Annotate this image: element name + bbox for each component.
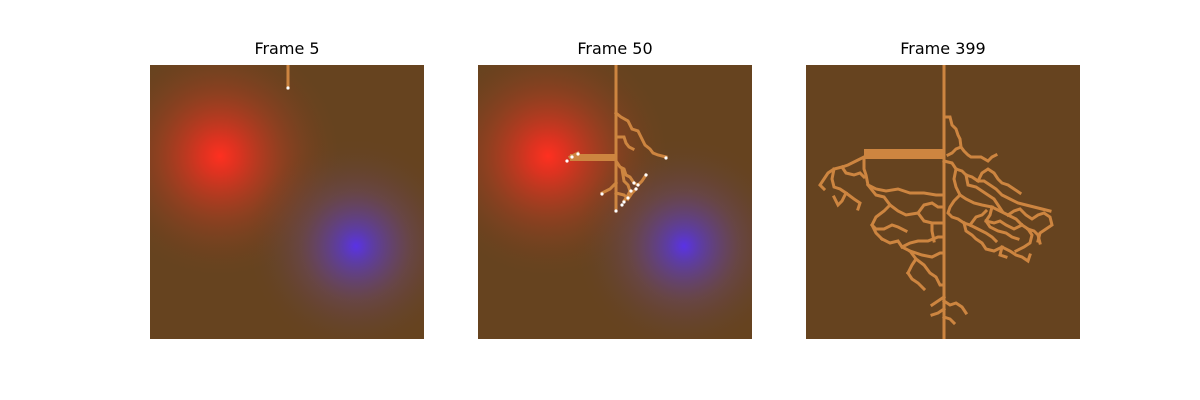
frame-title: Frame 399 (806, 38, 1080, 60)
frame-title: Frame 50 (478, 38, 752, 60)
frame-panel-3: Frame 399 (806, 38, 1080, 339)
root-segment (962, 221, 1032, 264)
simulation-canvas (806, 65, 1080, 339)
root-segment (942, 159, 1052, 213)
root-segment (945, 145, 963, 158)
frame-title: Frame 5 (150, 38, 424, 60)
root-segment (930, 221, 936, 243)
frame-panel-2: Frame 50 (478, 38, 752, 339)
root-segment (613, 110, 668, 159)
root-tip (620, 203, 624, 207)
root-segment (869, 222, 909, 234)
blue-nutrient-source (246, 136, 424, 339)
root-segment (941, 298, 969, 316)
root-segment (1026, 227, 1042, 245)
root-tips (565, 152, 668, 213)
root-tip (644, 173, 648, 177)
root-segment (879, 236, 918, 276)
root-segment (975, 167, 1023, 196)
frame-title-text: Frame 50 (577, 39, 653, 58)
root-tip (614, 209, 618, 213)
root-tip (565, 159, 569, 163)
root-tip (629, 189, 633, 193)
root-tip (626, 196, 630, 200)
root-tip (622, 200, 626, 204)
root-segment (984, 219, 1025, 231)
root-segment (830, 167, 862, 211)
root-segment (570, 154, 616, 161)
root-tip (634, 187, 638, 191)
root-segment (998, 245, 1008, 259)
root-segment (946, 192, 999, 244)
root-segment (862, 157, 946, 197)
root-tip (632, 181, 636, 185)
root-segment (929, 294, 947, 308)
root-tip (286, 86, 290, 90)
root-segment (984, 205, 1020, 241)
root-segment (839, 164, 867, 180)
root-segment (908, 249, 946, 259)
root-segment (967, 208, 989, 228)
root-segment (1005, 207, 1054, 243)
simulation-canvas (478, 65, 752, 339)
blue-nutrient-source (574, 136, 752, 339)
root-segment (942, 315, 957, 326)
root-tip (664, 156, 668, 160)
root-tip (570, 155, 574, 159)
root-segment (599, 180, 619, 196)
root-tip (636, 183, 640, 187)
frame-title-text: Frame 5 (254, 39, 320, 58)
frame-title-text: Frame 399 (900, 39, 986, 58)
root-segment (942, 115, 999, 163)
root-segment (930, 306, 947, 317)
root-segment (964, 173, 1005, 214)
root-segment (864, 149, 944, 159)
root-segment (865, 182, 892, 242)
root-tip (600, 192, 604, 196)
root-segment (905, 270, 927, 292)
root-segment (915, 201, 946, 216)
root-segment (614, 135, 636, 152)
root-segment (831, 190, 849, 208)
root-segment (913, 256, 946, 287)
root-tips (286, 86, 290, 90)
root-network (818, 65, 1054, 339)
root-segment (952, 167, 1034, 254)
root-tip (576, 152, 580, 156)
frame-panel-1: Frame 5 (150, 38, 424, 339)
simulation-canvas (150, 65, 424, 339)
root-segment (899, 235, 946, 250)
